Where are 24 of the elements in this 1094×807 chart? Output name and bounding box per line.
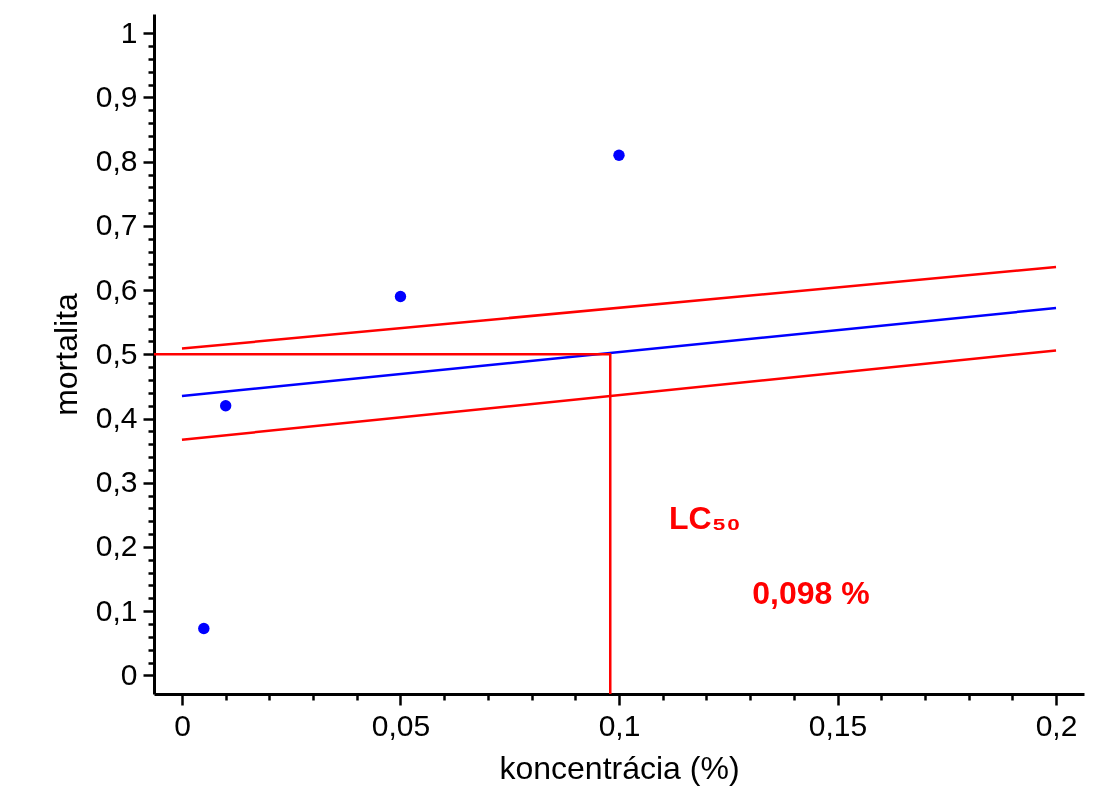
point bbox=[219, 400, 232, 412]
y-tick-label: 1 bbox=[120, 15, 138, 49]
annotation: LC₅₀ bbox=[669, 500, 741, 536]
y-tick-label: 0,8 bbox=[95, 144, 138, 178]
y-tick-label: 0,6 bbox=[95, 272, 138, 306]
x-tick-label: 0,1 bbox=[598, 708, 641, 742]
y-tick-label: 0 bbox=[120, 657, 138, 691]
y-tick-label: 0,7 bbox=[95, 208, 138, 242]
x-tick-label: 0 bbox=[174, 708, 191, 742]
point bbox=[198, 622, 210, 635]
y-tick-label: 0,3 bbox=[95, 465, 138, 499]
y-tick-label: 0,5 bbox=[95, 336, 138, 370]
y-tick-label: 0,4 bbox=[95, 401, 138, 435]
y-tick-label: 0,1 bbox=[95, 593, 138, 627]
point bbox=[394, 290, 407, 303]
y-tick-label: 0,2 bbox=[95, 529, 138, 563]
x-tick-label: 0,2 bbox=[1035, 708, 1078, 742]
y-axis-title: mortalita bbox=[47, 292, 84, 416]
x-tick-label: 0,15 bbox=[808, 708, 868, 742]
x-tick-label: 0,05 bbox=[371, 708, 431, 742]
point bbox=[613, 149, 625, 161]
y-tick-label: 0,9 bbox=[95, 79, 138, 113]
annotation: 0,098 % bbox=[752, 575, 870, 611]
x-axis-title: koncentrácia (%) bbox=[499, 749, 740, 786]
